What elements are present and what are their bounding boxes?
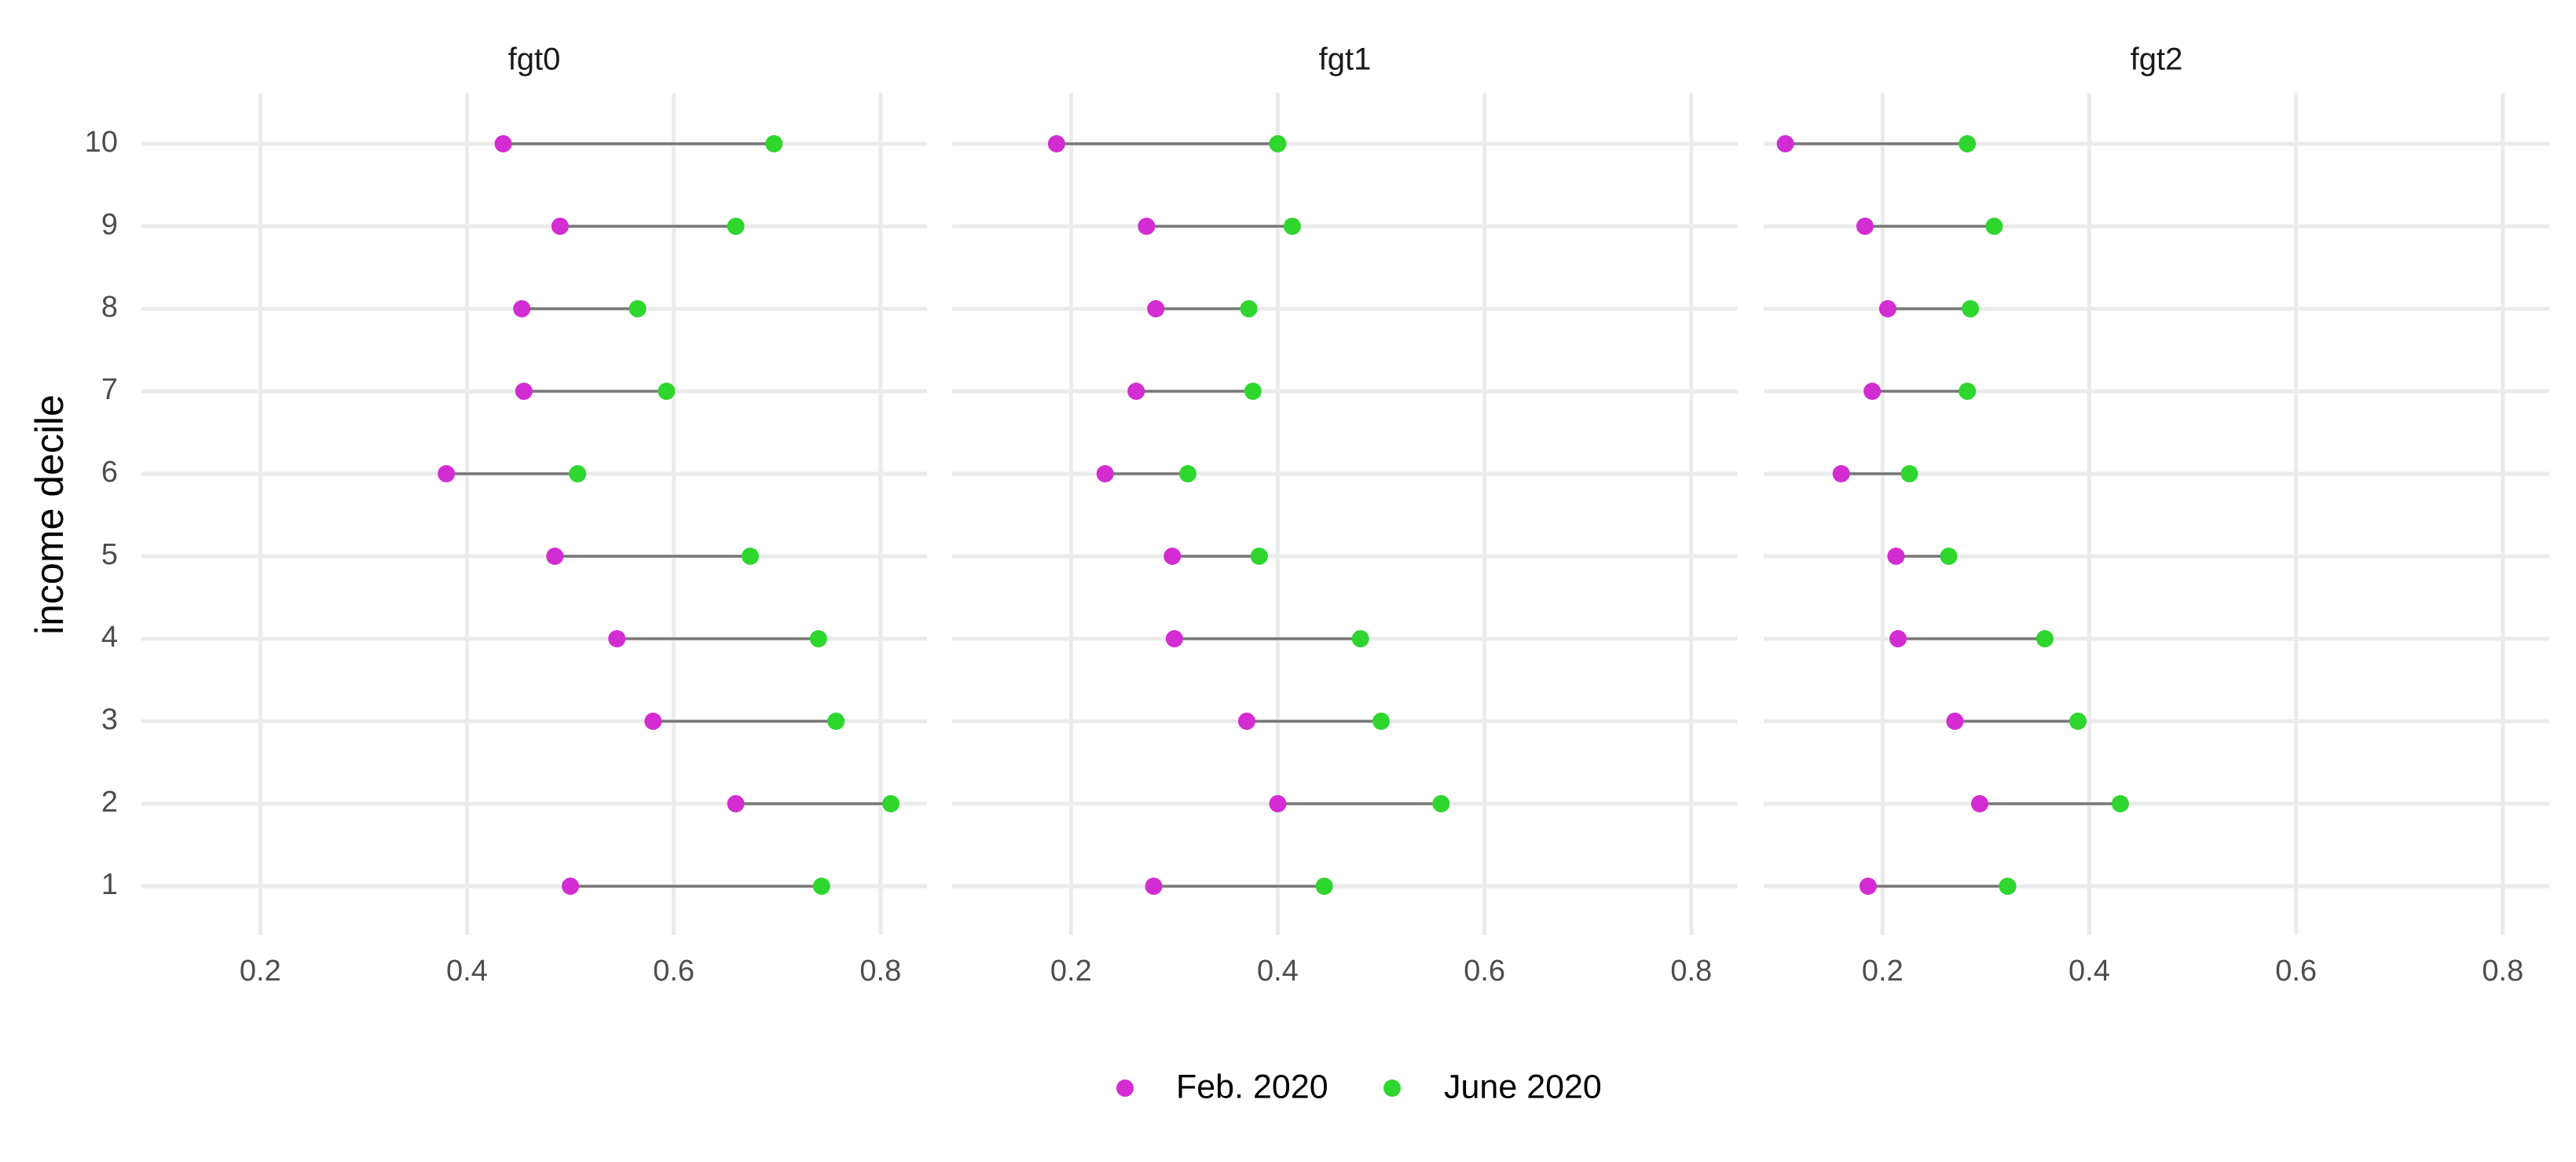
facet-fgt1: 0.2 0.4 0.6 0.8 fgt1	[952, 42, 1738, 988]
legend: Feb. 2020 June 2020	[1116, 1068, 1602, 1105]
x-tick-label: 0.2	[1862, 955, 1904, 988]
point-june	[1244, 383, 1262, 400]
facet-fgt2: 0.2 0.4 0.6 0.8 fgt2	[1764, 42, 2549, 988]
point-feb	[551, 218, 569, 235]
point-june	[1999, 878, 2017, 895]
point-feb	[1863, 383, 1882, 400]
point-june	[1283, 218, 1301, 235]
point-june	[727, 218, 745, 235]
facet-title: fgt2	[2131, 42, 2183, 77]
x-tick-label: 0.8	[859, 955, 901, 988]
legend-label: Feb. 2020	[1176, 1068, 1328, 1105]
point-june	[2036, 630, 2054, 647]
y-tick-label: 6	[101, 456, 118, 489]
y-tick-label: 9	[101, 208, 118, 241]
x-tick-label: 0.6	[1464, 955, 1505, 988]
point-june	[1250, 548, 1268, 565]
point-feb	[513, 300, 531, 317]
legend-swatch	[1383, 1080, 1401, 1097]
point-june	[812, 878, 830, 895]
point-feb	[1269, 795, 1287, 812]
point-feb	[1776, 135, 1794, 152]
point-june	[1959, 383, 1977, 400]
legend-swatch	[1116, 1080, 1134, 1097]
x-tick-label: 0.4	[1257, 955, 1299, 988]
x-tick-label: 0.2	[240, 955, 281, 988]
legend-label: June 2020	[1444, 1068, 1602, 1105]
point-june	[1985, 218, 2003, 235]
facet-title: fgt1	[1319, 42, 1372, 77]
point-june	[827, 713, 845, 730]
point-june	[569, 465, 587, 482]
point-june	[1269, 135, 1287, 152]
point-june	[1940, 548, 1958, 565]
point-june	[1959, 135, 1977, 152]
facet-title: fgt0	[508, 42, 561, 77]
point-feb	[546, 548, 564, 565]
y-tick-label: 7	[101, 373, 118, 406]
point-june	[2069, 713, 2087, 730]
point-feb	[1946, 713, 1964, 730]
point-feb	[1971, 795, 1988, 812]
point-feb	[1165, 630, 1183, 647]
point-feb	[1145, 878, 1163, 895]
point-feb	[562, 878, 580, 895]
point-june	[1962, 300, 1980, 317]
y-tick-label: 3	[101, 703, 118, 736]
point-feb	[1127, 383, 1145, 400]
y-tick-label: 10	[85, 126, 118, 159]
point-feb	[644, 713, 662, 730]
legend-item-feb: Feb. 2020	[1116, 1068, 1328, 1105]
x-tick-label: 0.8	[1670, 955, 1712, 988]
x-tick-label: 0.6	[2275, 955, 2317, 988]
y-tick-label: 5	[101, 538, 118, 571]
point-feb	[1878, 300, 1896, 317]
y-axis-title: income decile	[27, 394, 71, 635]
y-tick-label: 1	[101, 868, 118, 901]
point-june	[1351, 630, 1369, 647]
y-tick-label: 8	[101, 291, 118, 324]
point-feb	[1238, 713, 1255, 730]
point-june	[1432, 795, 1450, 812]
point-feb	[515, 383, 533, 400]
point-june	[881, 795, 900, 812]
y-tick-label: 4	[101, 621, 118, 654]
point-feb	[438, 465, 456, 482]
x-tick-label: 0.4	[446, 955, 488, 988]
x-tick-label: 0.2	[1050, 955, 1092, 988]
y-tick-label: 2	[101, 786, 118, 819]
point-feb	[727, 795, 745, 812]
point-feb	[1047, 135, 1065, 152]
point-feb	[1889, 630, 1907, 647]
point-feb	[1147, 300, 1165, 317]
point-feb	[1163, 548, 1182, 565]
point-june	[742, 548, 759, 565]
point-feb	[1138, 218, 1156, 235]
legend-item-june: June 2020	[1383, 1068, 1602, 1105]
point-feb	[1859, 878, 1877, 895]
x-tick-label: 0.4	[2068, 955, 2110, 988]
point-june	[1179, 465, 1196, 482]
point-feb	[494, 135, 512, 152]
point-june	[658, 383, 676, 400]
point-june	[765, 135, 783, 152]
point-june	[1900, 465, 1918, 482]
point-feb	[1096, 465, 1114, 482]
x-tick-label: 0.6	[653, 955, 694, 988]
point-june	[1372, 713, 1391, 730]
facet-fgt0: 0.2 0.4 0.6 0.8 fgt0	[141, 42, 927, 988]
point-june	[1315, 878, 1333, 895]
point-feb	[1887, 548, 1905, 565]
point-feb	[1832, 465, 1850, 482]
point-feb	[608, 630, 626, 647]
point-june	[2111, 795, 2129, 812]
point-june	[628, 300, 647, 317]
point-feb	[1856, 218, 1874, 235]
point-june	[809, 630, 827, 647]
x-tick-label: 0.8	[2482, 955, 2523, 988]
point-june	[1240, 300, 1258, 317]
